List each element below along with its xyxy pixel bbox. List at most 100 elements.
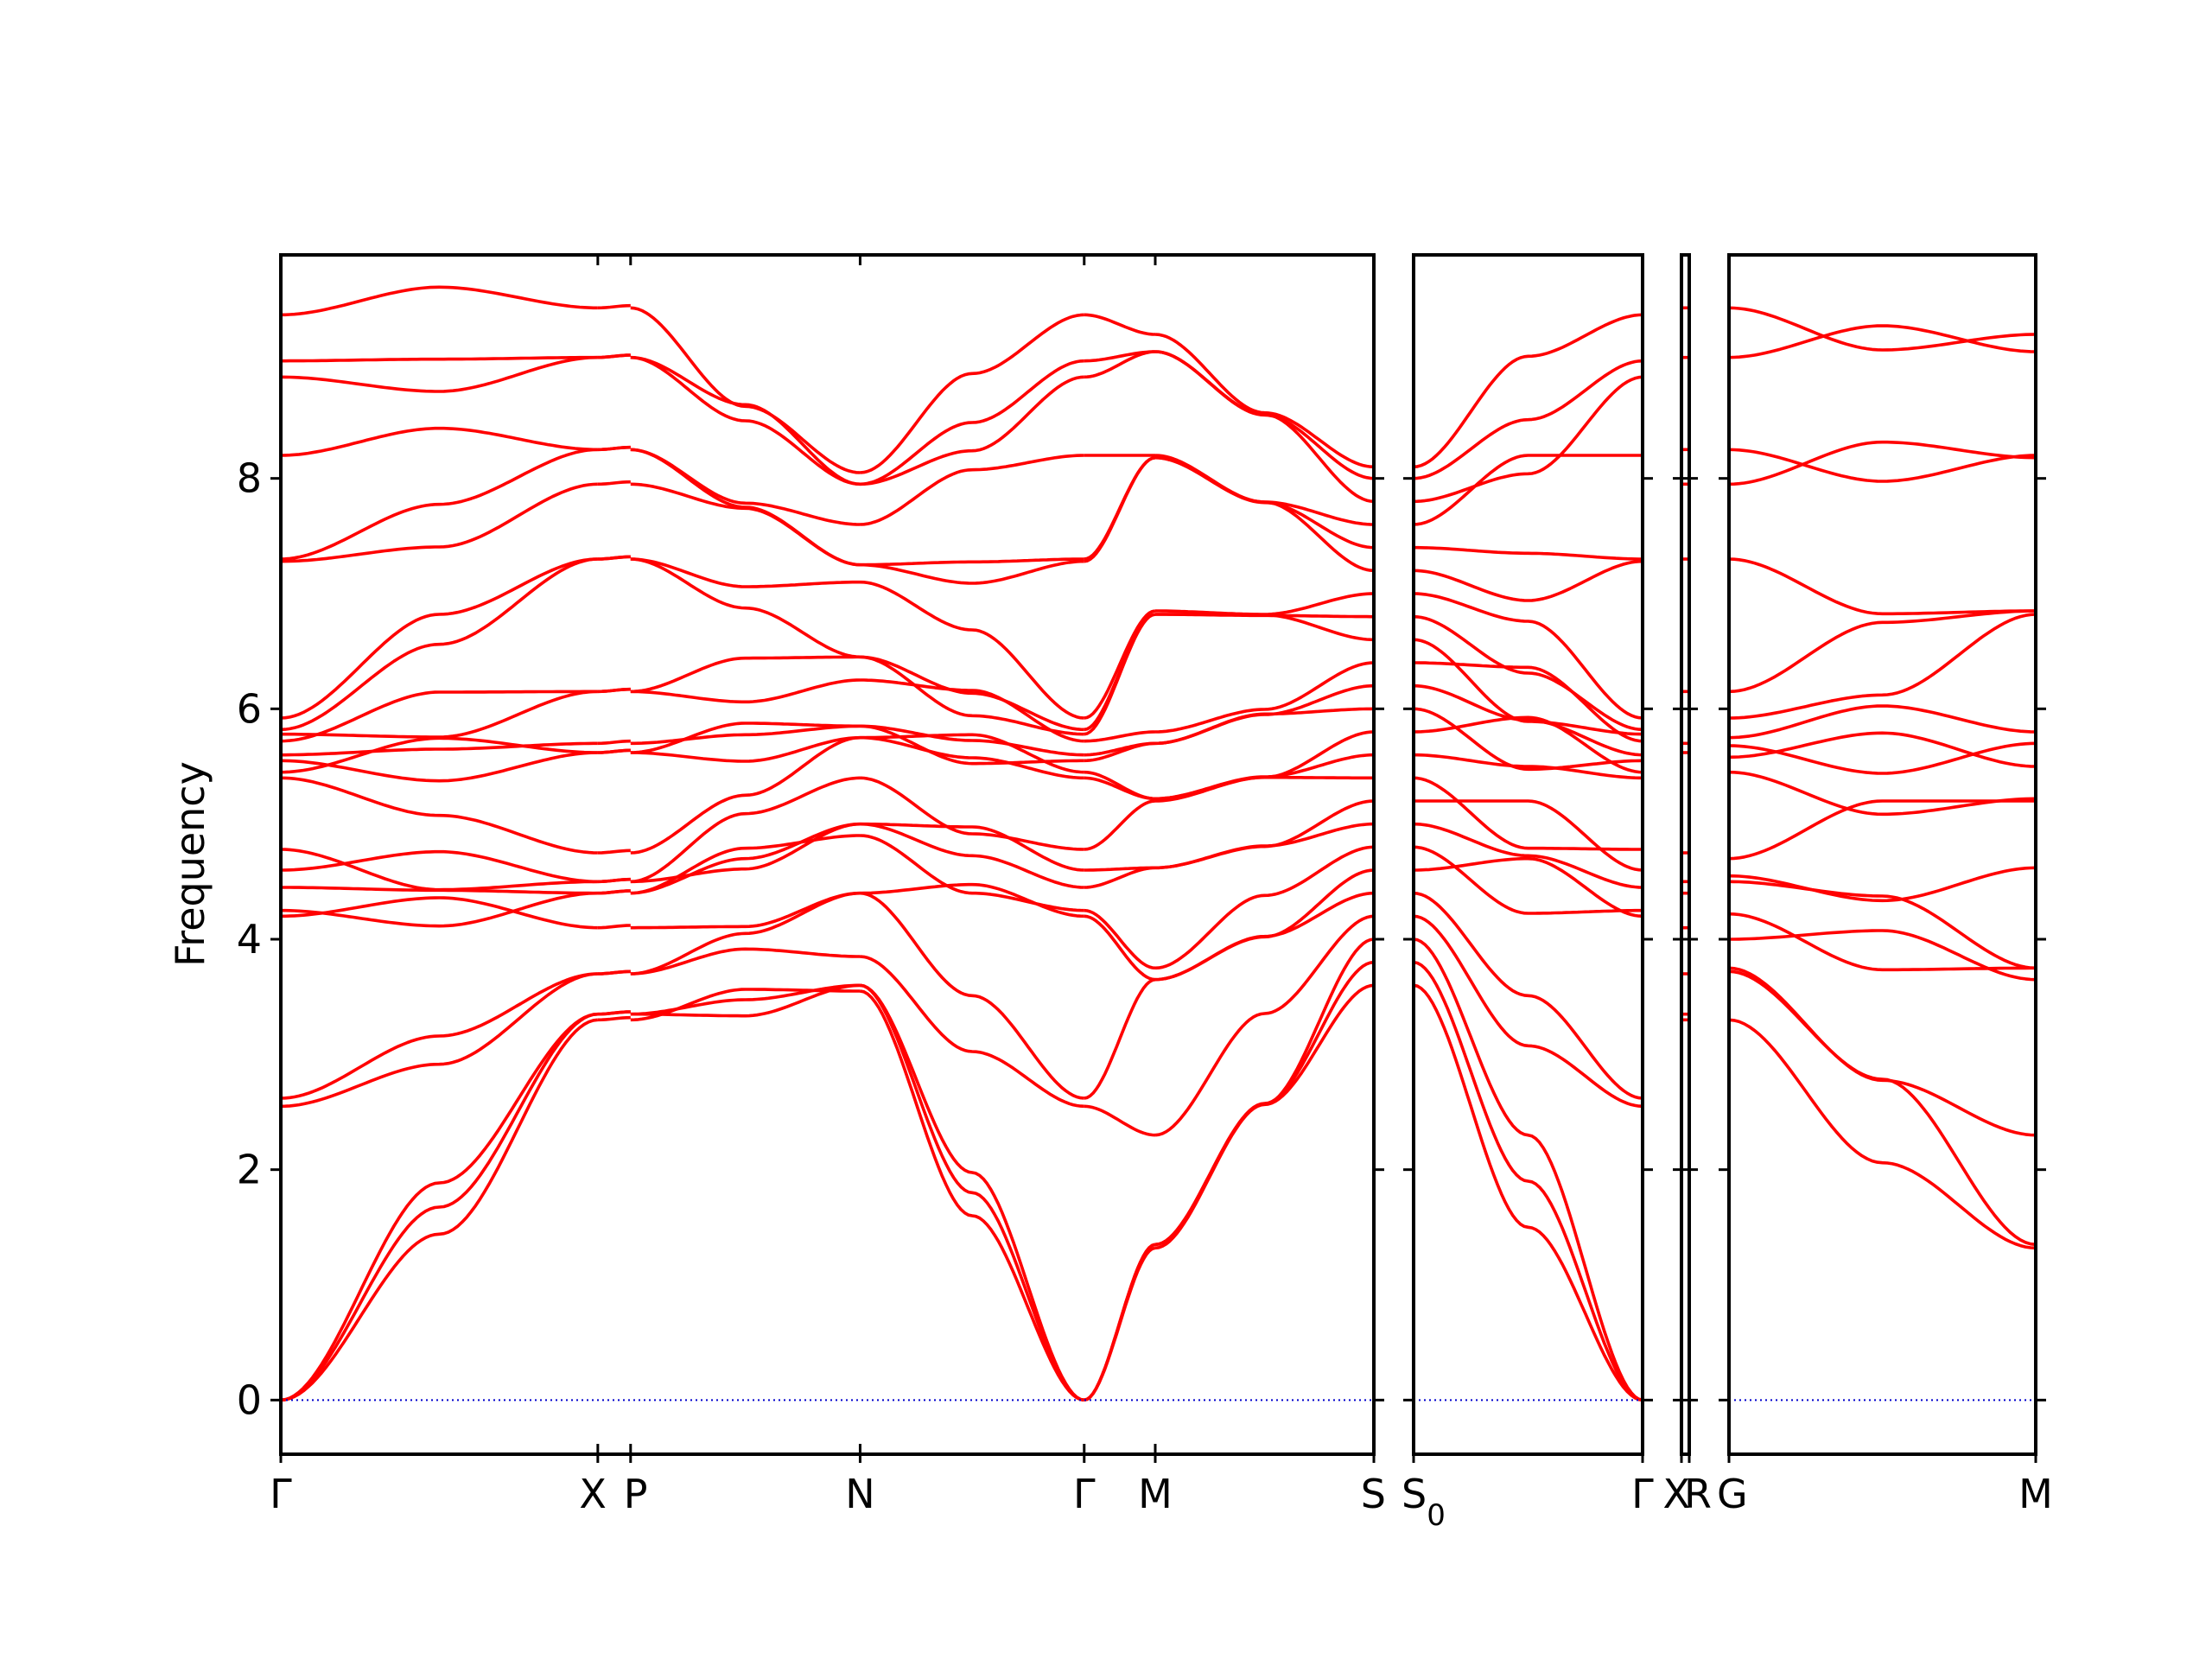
band-line	[1084, 455, 1156, 561]
band-line	[860, 655, 1084, 732]
band-line	[630, 735, 861, 763]
band-line	[860, 822, 1084, 889]
band-line	[1084, 908, 1156, 970]
band-line	[860, 834, 1084, 912]
band-line	[1728, 969, 2037, 1247]
x-tick-label: Γ	[1073, 1471, 1096, 1517]
panel-frame-p2	[1412, 253, 1644, 1456]
band-line	[1084, 866, 1155, 872]
band-line	[860, 313, 1084, 474]
band-line	[1154, 983, 1375, 1250]
band-line	[597, 445, 631, 452]
band-line	[1413, 454, 1643, 526]
band-line	[630, 678, 861, 704]
band-line	[1084, 741, 1156, 757]
band-line	[1414, 661, 1643, 743]
band-line	[630, 721, 861, 754]
band-line	[597, 1010, 631, 1016]
band-line	[597, 480, 631, 486]
y-tick-label: 6	[237, 685, 262, 732]
band-line	[630, 355, 861, 486]
band-line	[630, 983, 861, 1016]
band-line	[280, 776, 598, 855]
band-line	[1414, 753, 1643, 780]
band-line	[1154, 914, 1375, 1137]
band-line	[630, 355, 861, 486]
band-line	[860, 655, 1084, 736]
band-line	[860, 724, 1084, 766]
band-line	[1413, 776, 1643, 851]
band-line	[1084, 1104, 1156, 1137]
band-line	[597, 889, 631, 895]
band-line	[630, 655, 861, 694]
band-line	[630, 983, 861, 1018]
band-line	[1728, 966, 2037, 1137]
band-line	[597, 877, 631, 884]
band-line	[1155, 799, 1375, 870]
band-line	[630, 448, 861, 526]
band-line	[630, 822, 861, 895]
band-line	[280, 751, 598, 783]
band-line	[1084, 313, 1156, 336]
band-line	[597, 739, 631, 746]
band-line	[1728, 324, 2037, 359]
band-line	[1413, 822, 1643, 889]
band-line	[860, 454, 1084, 526]
x-tick-label: X	[579, 1471, 607, 1517]
band-line	[1414, 799, 1643, 872]
band-line	[1154, 350, 1375, 504]
band-line	[597, 969, 631, 976]
band-line	[1728, 912, 2036, 972]
band-line	[281, 690, 598, 739]
axis-ticks	[270, 255, 2046, 1463]
band-line	[1728, 1018, 2037, 1250]
band-line	[597, 748, 631, 754]
band-line	[1154, 845, 1375, 970]
band-line	[597, 687, 631, 694]
y-tick-label: 8	[237, 455, 262, 502]
band-line	[1413, 614, 1643, 732]
band-line	[860, 580, 1084, 720]
band-line	[1154, 775, 1374, 803]
band-line	[597, 303, 631, 310]
band-line	[860, 776, 1084, 851]
band-line	[1084, 613, 1156, 732]
band-line	[860, 983, 1085, 1402]
band-line	[1084, 914, 1156, 982]
band-line	[280, 1012, 598, 1402]
band-line	[860, 375, 1084, 486]
y-tick-label: 4	[237, 916, 262, 963]
band-line	[1413, 375, 1643, 504]
band-line	[1413, 638, 1643, 736]
band-line	[597, 924, 631, 930]
band-line	[281, 285, 598, 317]
panel-frame-p4	[1727, 253, 2037, 1456]
band-line	[630, 822, 861, 884]
band-line	[280, 972, 598, 1100]
x-tick-label: N	[845, 1471, 874, 1517]
band-line	[1728, 704, 2037, 740]
band-line	[280, 426, 598, 457]
band-line	[1413, 983, 1643, 1402]
band-line	[1413, 559, 1643, 602]
band-line	[1084, 977, 1156, 1100]
band-line	[1728, 799, 2036, 861]
band-line	[1728, 741, 2037, 775]
band-line	[1154, 454, 1375, 526]
band-line	[1728, 440, 2037, 486]
band-line	[1728, 731, 2037, 768]
band-line	[860, 557, 1084, 567]
panel-frames	[279, 253, 2037, 1456]
band-line	[1084, 730, 1156, 743]
band-line	[630, 947, 861, 976]
band-line	[1084, 770, 1156, 801]
band-line	[1154, 661, 1375, 734]
band-line	[1084, 1243, 1156, 1402]
band-line	[1414, 545, 1643, 561]
band-line	[630, 557, 861, 659]
band-line	[1413, 359, 1643, 480]
y-axis-title: Frequency	[167, 761, 213, 967]
band-line	[1413, 715, 1643, 774]
band-line	[630, 776, 861, 884]
band-line	[1728, 770, 2037, 817]
